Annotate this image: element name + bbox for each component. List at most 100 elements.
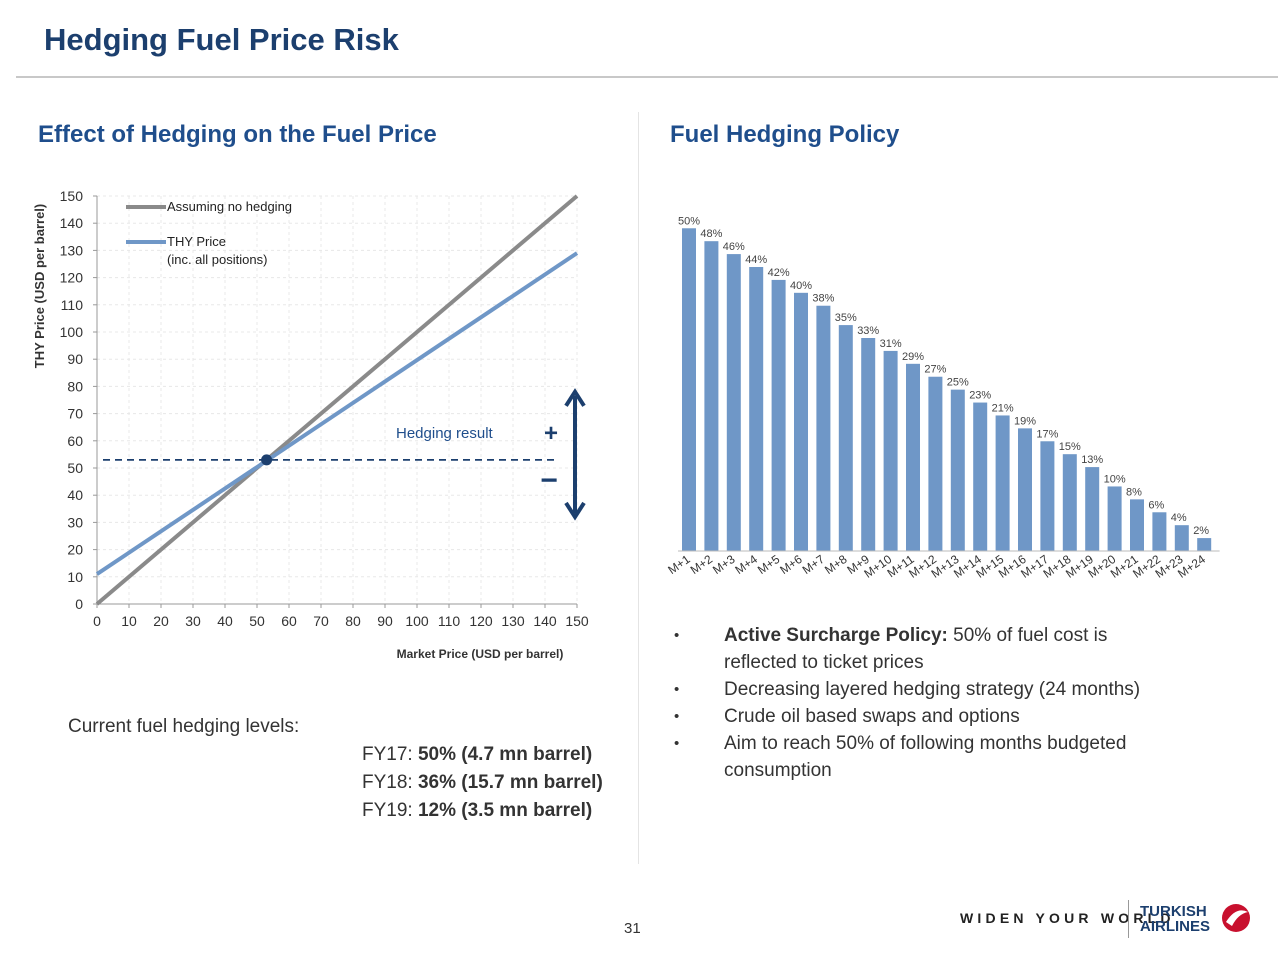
x-tick-label: 70 (313, 613, 329, 629)
bullet-text: Decreasing layered hedging strategy (24 … (724, 679, 1141, 700)
bar-value-label: 42% (768, 267, 790, 279)
hedge-point-marker (261, 454, 273, 466)
y-tick-label: 70 (67, 406, 83, 422)
bar (1062, 454, 1077, 551)
minus-icon: − (540, 464, 558, 497)
fy-value: 36% (15.7 mn barrel) (417, 772, 603, 793)
bar (995, 415, 1010, 551)
bar-value-label: 21% (992, 402, 1014, 414)
legend-label: Assuming no hedging (167, 199, 292, 214)
y-tick-label: 10 (67, 569, 83, 585)
bar-value-label: 4% (1171, 512, 1187, 524)
y-tick-label: 30 (67, 514, 83, 530)
bar (1174, 525, 1189, 551)
y-tick-label: 90 (67, 351, 83, 367)
bar-value-label: 8% (1126, 486, 1142, 498)
bar (794, 292, 808, 551)
x-tick-label: 0 (93, 613, 101, 629)
y-tick-label: 20 (67, 542, 83, 558)
policy-bullet: • Aim to reach 50% of following months bu… (674, 730, 1174, 784)
bar-value-label: 17% (1036, 428, 1058, 440)
x-tick-label: 80 (345, 613, 361, 629)
bar-value-label: 10% (1104, 473, 1126, 485)
x-tick-label: 120 (469, 613, 493, 629)
bar (682, 228, 696, 552)
bar-value-label: 44% (745, 254, 767, 266)
fy17-level: FY17: 50% (4.7 mn barrel) (362, 744, 592, 766)
bullet-dot: • (674, 681, 680, 698)
y-tick-label: 120 (60, 270, 84, 286)
fy19-level: FY19: 12% (3.5 mn barrel) (362, 800, 592, 822)
series-lines (95, 194, 579, 606)
fy18-level: FY18: 36% (15.7 mn barrel) (362, 772, 603, 794)
logo-line: TURKISH (1140, 903, 1207, 920)
x-tick-label: 20 (153, 613, 169, 629)
bar-value-label: 31% (880, 338, 902, 350)
bar-value-label: 15% (1059, 441, 1081, 453)
bar-value-label: 50% (678, 215, 700, 227)
policy-bullet: • Crude oil based swaps and options (674, 703, 1174, 730)
bullet-text: Crude oil based swaps and options (724, 706, 1020, 727)
x-axis-label: Market Price (USD per barrel) (397, 647, 564, 661)
bar (928, 376, 943, 551)
x-tick-label: 30 (185, 613, 201, 629)
fy-label: FY19: (362, 800, 418, 821)
arrow-up-icon (564, 388, 586, 407)
bar (906, 363, 920, 551)
bar-value-label: 38% (812, 293, 834, 305)
bar-value-label: 25% (947, 377, 969, 389)
bullet-bold: Active Surcharge Policy: (724, 625, 948, 646)
policy-bullet: • Decreasing layered hedging strategy (24… (674, 676, 1174, 703)
y-tick-label: 150 (60, 188, 84, 204)
fy-label: FY18: (362, 772, 418, 793)
series-line (95, 194, 579, 606)
fy-value: 12% (3.5 mn barrel) (417, 800, 593, 821)
x-tick-label: 50 (249, 613, 265, 629)
hedging-result-label: Hedging result (396, 425, 494, 442)
y-tick-label: 110 (61, 297, 84, 313)
bullet-dot: • (674, 708, 680, 725)
bar (1107, 486, 1122, 551)
bar-value-label: 29% (902, 351, 924, 363)
policy-bullet-list: • Active Surcharge Policy: 50% of fuel co… (674, 622, 1174, 784)
x-tick-label: 110 (438, 613, 461, 629)
y-tick-label: 100 (60, 324, 84, 340)
bar (973, 402, 988, 551)
bar-value-label: 48% (700, 228, 722, 240)
series-line (95, 251, 579, 576)
bar (704, 241, 719, 551)
fy-value: 50% (4.7 mn barrel) (417, 744, 593, 765)
hedging-levels-heading: Current fuel hedging levels: (68, 716, 300, 737)
logo-separator (1128, 900, 1129, 938)
bullet-dot: • (674, 735, 680, 752)
bar (771, 279, 786, 551)
bar (816, 305, 831, 551)
bar (1130, 499, 1144, 551)
policy-bullet: • Active Surcharge Policy: 50% of fuel co… (674, 622, 1174, 676)
y-tick-label: 0 (75, 596, 83, 612)
title-divider (16, 76, 1278, 78)
turkish-airlines-logo: TURKISH AIRLINES (1140, 904, 1210, 934)
bar (861, 338, 876, 551)
bar (1085, 467, 1100, 551)
x-tick-label: 60 (281, 613, 297, 629)
legend-label: THY Price (167, 234, 226, 249)
bar (1018, 428, 1032, 551)
hedging-annotation: Hedging result + − (103, 388, 586, 521)
x-tick-label: 140 (533, 613, 557, 629)
y-tick-label: 40 (67, 487, 83, 503)
slogan-text: WIDEN YOUR WORLD (960, 910, 1175, 926)
y-tick-label: 140 (60, 215, 84, 231)
bar (1040, 441, 1055, 551)
bars (682, 228, 1212, 552)
bullet-text: Aim to reach 50% of following months bud… (724, 733, 1127, 781)
bar-value-label: 6% (1148, 499, 1164, 511)
x-tick-label: 100 (405, 613, 429, 629)
bar-value-label: 2% (1193, 525, 1209, 537)
bar (749, 267, 764, 551)
bar-value-label: 33% (857, 325, 879, 337)
bar-value-label: 40% (790, 280, 812, 292)
x-tick-label: 150 (565, 613, 589, 629)
